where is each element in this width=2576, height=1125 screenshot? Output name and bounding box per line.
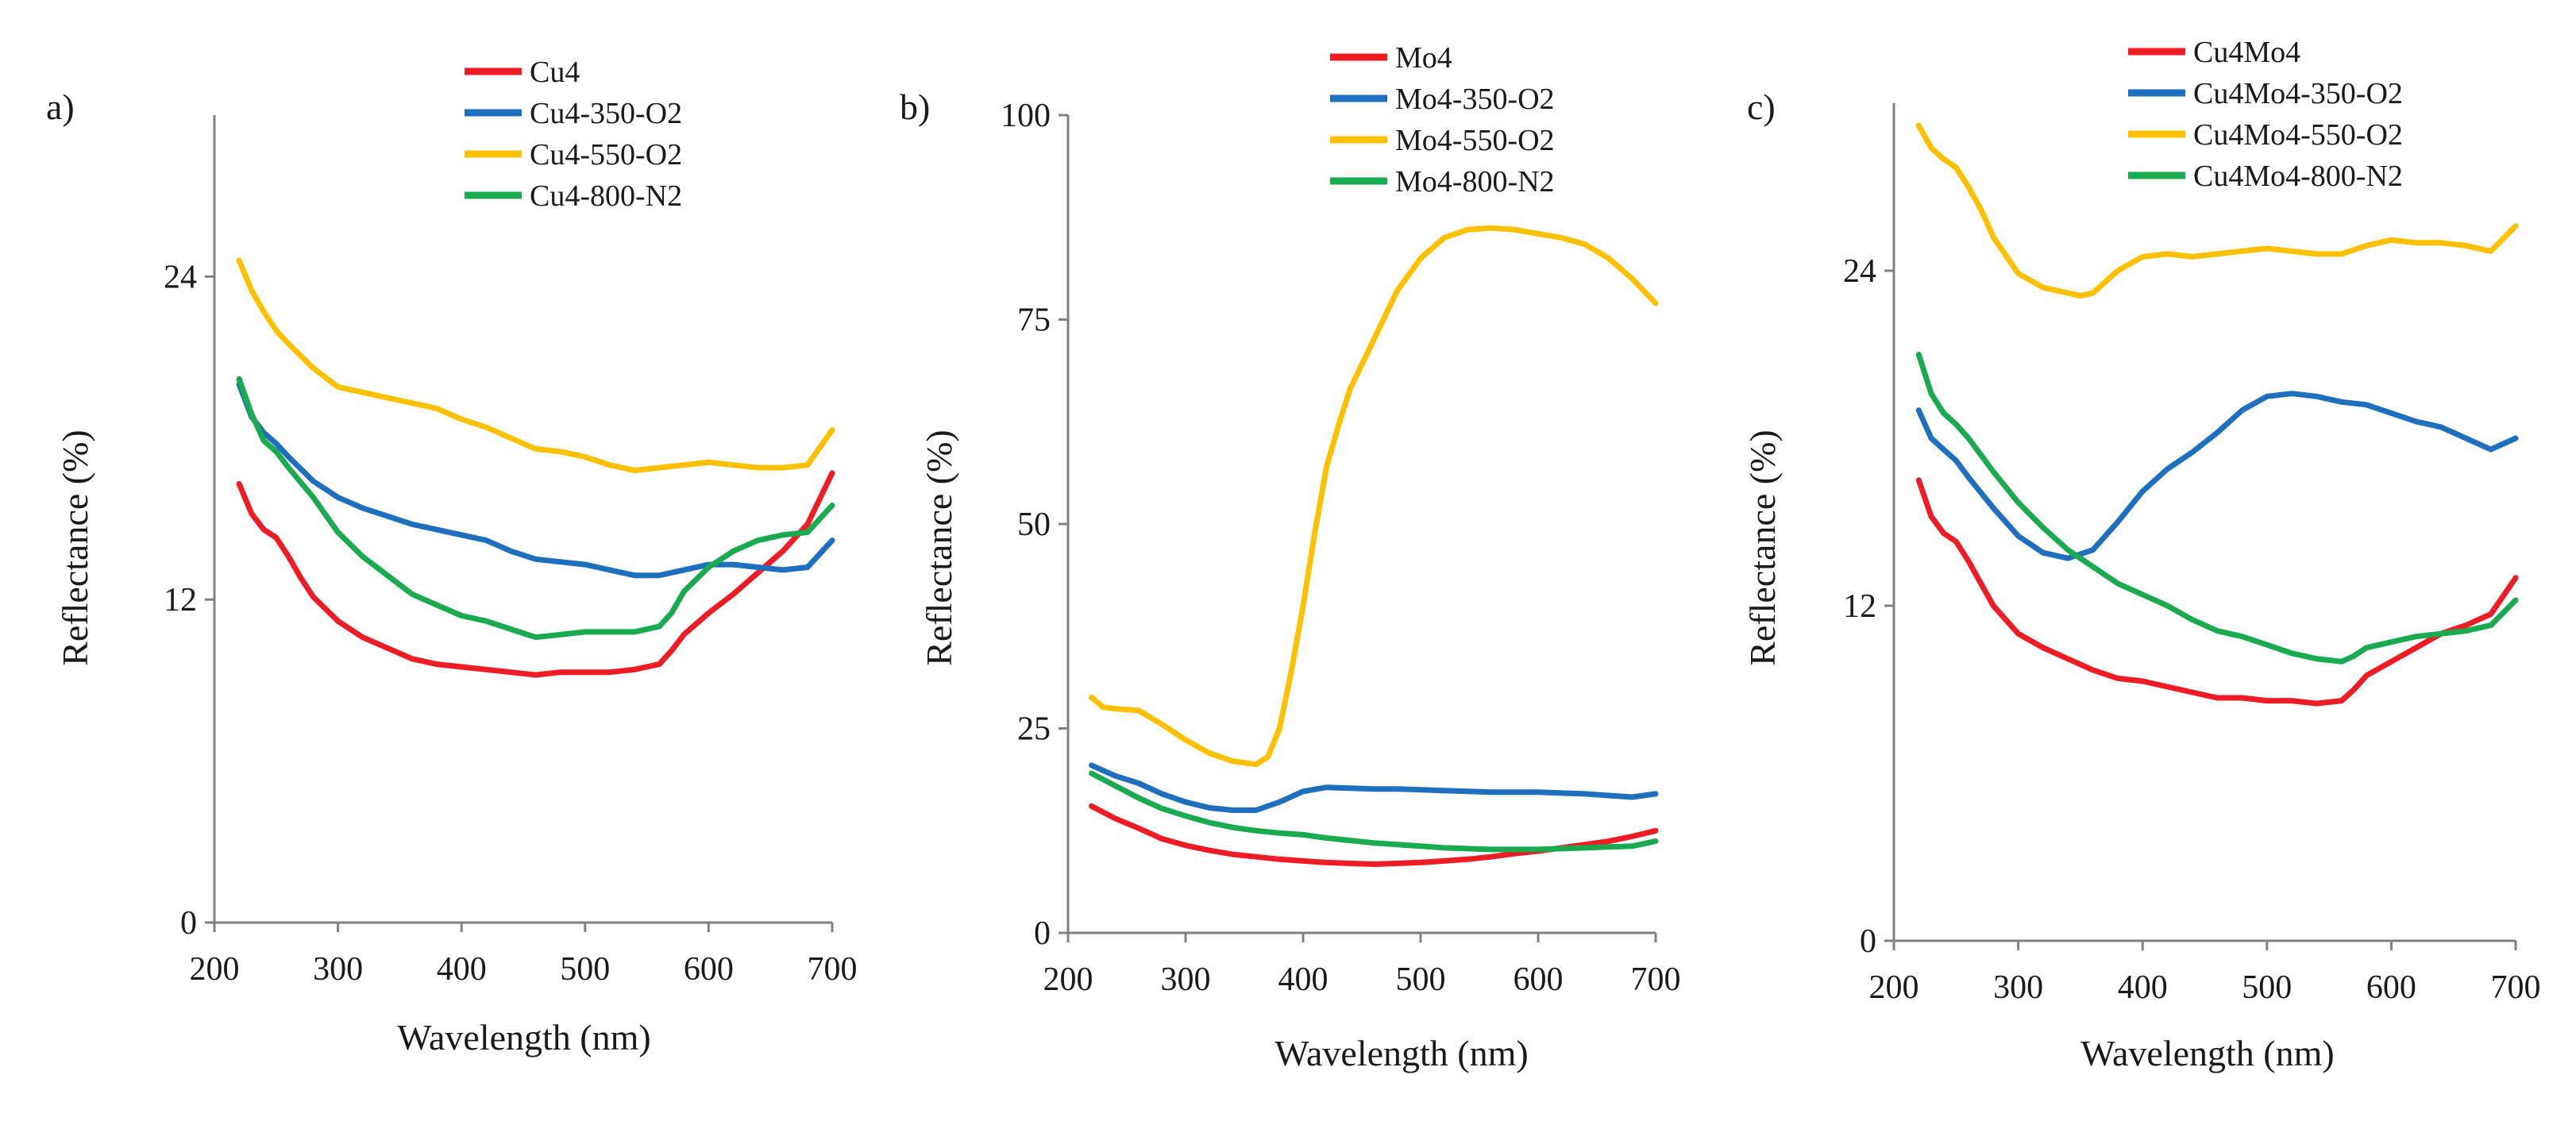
x-tick-label: 400 — [1278, 961, 1328, 998]
series-line-cu4mo4-550-o2 — [1915, 122, 2519, 299]
x-axis-title: Wavelength (nm) — [397, 1017, 650, 1058]
chart-panel-b: b) 0 25 50 75 100 200 300 400 500 600 700 Wavelength… — [900, 41, 1681, 1073]
x-tick-label: 700 — [2491, 969, 2541, 1006]
panel-label: b) — [900, 87, 930, 127]
series-line-cu4-800-n2 — [236, 376, 835, 641]
x-tick-label: 500 — [560, 951, 610, 988]
series-line-cu4-550-o2 — [236, 257, 835, 473]
legend-label: Mo4-800-N2 — [1395, 165, 1555, 198]
y-tick-label: 75 — [1017, 302, 1051, 339]
x-tick-label: 400 — [437, 951, 487, 988]
y-tick-label: 12 — [1843, 588, 1876, 625]
legend-label: Mo4 — [1395, 41, 1452, 75]
legend-label: Cu4Mo4 — [2193, 36, 2300, 69]
series-line-cu4mo4-800-n2 — [1915, 352, 2519, 665]
series-line-mo4-350-o2 — [1089, 762, 1659, 813]
legend-label: Cu4Mo4-550-O2 — [2193, 118, 2403, 152]
y-tick-label: 50 — [1017, 507, 1051, 543]
panel-label: c) — [1747, 87, 1776, 127]
x-tick-label: 600 — [2366, 969, 2416, 1006]
series-line-cu4 — [236, 470, 835, 678]
y-tick-label: 100 — [1001, 98, 1051, 134]
legend-label: Cu4-800-N2 — [530, 179, 682, 213]
x-tick-label: 700 — [808, 951, 858, 988]
x-tick-label: 600 — [1514, 961, 1564, 998]
chart-panel-c: c) 0 12 24 200 300 400 500 600 700 Wavelength (nm)… — [1742, 36, 2541, 1073]
y-tick-label: 24 — [164, 259, 197, 295]
legend: Cu4 Cu4-350-O2 Cu4-550-O2 Cu4-800-N2 — [465, 56, 682, 213]
y-axis-title: Reflectance (%) — [55, 430, 95, 666]
series-line-cu4-350-o2 — [236, 381, 835, 579]
y-tick-label: 25 — [1017, 711, 1051, 748]
chart-panel-a: a) 0 12 24 200 300 400 500 600 700 Wavelength (nm)… — [46, 56, 858, 1058]
legend-label: Mo4-350-O2 — [1395, 83, 1555, 116]
y-tick-label: 0 — [1860, 923, 1876, 960]
series-line-mo4-800-n2 — [1089, 770, 1659, 853]
legend-label: Mo4-550-O2 — [1395, 124, 1555, 157]
x-tick-label: 300 — [1993, 969, 2043, 1006]
legend: Cu4Mo4 Cu4Mo4-350-O2 Cu4Mo4-550-O2 Cu4Mo4-8… — [2128, 36, 2403, 193]
legend-label: Cu4 — [530, 56, 580, 89]
x-tick-label: 300 — [1161, 961, 1211, 998]
x-tick-label: 600 — [684, 951, 734, 988]
x-tick-label: 200 — [1043, 961, 1093, 998]
y-axis-title: Reflectance (%) — [919, 430, 959, 666]
x-tick-label: 500 — [1396, 961, 1446, 998]
legend-label: Cu4Mo4-350-O2 — [2193, 77, 2403, 110]
x-axis-title: Wavelength (nm) — [2080, 1033, 2334, 1073]
y-tick-label: 12 — [164, 582, 197, 618]
y-tick-label: 24 — [1843, 253, 1876, 290]
panel-label: a) — [46, 87, 75, 127]
x-tick-label: 500 — [2242, 969, 2292, 1006]
x-tick-label: 200 — [190, 951, 240, 988]
legend-label: Cu4-550-O2 — [530, 138, 682, 171]
series-line-cu4mo4-350-o2 — [1915, 391, 2519, 561]
y-tick-label: 0 — [180, 905, 197, 942]
legend-label: Cu4-350-O2 — [530, 97, 682, 130]
x-axis-title: Wavelength (nm) — [1275, 1033, 1528, 1073]
series-line-mo4-550-o2 — [1089, 225, 1659, 768]
legend: Mo4 Mo4-350-O2 Mo4-550-O2 Mo4-800-N2 — [1330, 41, 1555, 198]
series-line-cu4mo4 — [1915, 477, 2519, 707]
x-tick-label: 400 — [2118, 969, 2168, 1006]
legend-label: Cu4Mo4-800-N2 — [2193, 160, 2403, 193]
x-tick-label: 700 — [1631, 961, 1681, 998]
x-tick-label: 300 — [313, 951, 363, 988]
y-tick-label: 0 — [1034, 915, 1051, 952]
x-tick-label: 200 — [1869, 969, 1919, 1006]
y-axis-title: Reflectance (%) — [1742, 430, 1783, 666]
